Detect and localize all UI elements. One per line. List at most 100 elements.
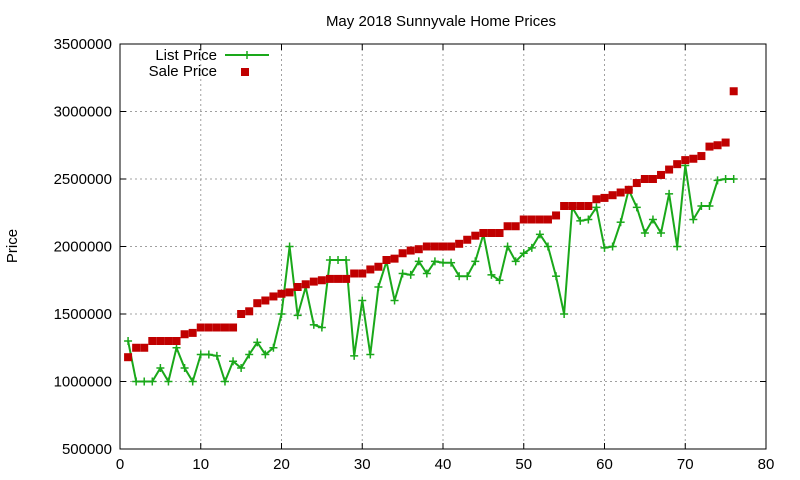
sale-price-point <box>301 280 310 289</box>
list-price-point <box>293 311 302 320</box>
y-tick-label: 3000000 <box>54 104 112 121</box>
list-price-point <box>657 229 666 237</box>
list-price-point <box>552 272 561 281</box>
sale-price-point <box>495 229 504 237</box>
list-price-point <box>204 350 213 359</box>
x-tick-label: 50 <box>515 456 532 473</box>
sale-price-point <box>608 191 617 200</box>
sale-price-point <box>269 292 278 301</box>
sale-price-point <box>334 274 343 283</box>
list-price-point <box>519 249 528 258</box>
list-price-point <box>140 377 149 386</box>
y-tick-label: 1000000 <box>54 374 112 391</box>
sale-price-point <box>463 235 472 244</box>
list-price-point <box>229 357 238 366</box>
list-price-point <box>180 364 189 372</box>
list-price-point <box>665 189 674 198</box>
sale-price-point <box>204 323 213 332</box>
legend-label-list-price: List Price <box>155 47 217 64</box>
sale-price-point <box>229 323 238 332</box>
axis-ticks <box>119 43 767 450</box>
list-price-point <box>430 257 439 266</box>
list-price-point <box>366 350 375 359</box>
sale-price-point <box>519 215 528 224</box>
list-price-point <box>406 270 415 279</box>
list-price-point <box>455 272 464 281</box>
list-price-line <box>127 165 734 385</box>
sale-price-point <box>665 165 674 174</box>
sale-price-point <box>543 215 552 224</box>
sale-price-point <box>471 231 480 240</box>
list-price-point <box>398 269 407 278</box>
sale-price-point <box>309 277 318 286</box>
sale-price-point <box>220 323 229 332</box>
sale-price-point <box>455 239 464 248</box>
list-price-point <box>261 350 270 359</box>
list-price-point <box>172 343 181 352</box>
list-price-point <box>705 202 714 210</box>
sale-price-point <box>568 202 577 210</box>
list-price-point <box>600 243 609 252</box>
sale-price-point <box>398 249 407 258</box>
y-axis-label: Price <box>4 229 21 263</box>
sale-price-point <box>374 262 383 271</box>
list-price-point <box>148 377 157 386</box>
sale-price-point <box>180 330 189 339</box>
list-price-point <box>487 270 496 279</box>
sale-price-point <box>584 202 593 210</box>
sale-price-point <box>705 142 714 151</box>
sale-price-point <box>237 310 246 318</box>
list-price-point <box>414 257 423 266</box>
y-tick-label: 1500000 <box>54 306 112 323</box>
legend-marker-sale-price <box>241 68 249 76</box>
sale-price-point <box>140 343 149 352</box>
x-tick-label: 20 <box>273 456 290 473</box>
sale-price-point <box>673 160 682 169</box>
y-axis-tick-labels: 500000 1000000 1500000 2000000 2500000 300000… <box>54 36 112 458</box>
sale-price-point <box>172 337 181 345</box>
list-price-point <box>608 242 617 251</box>
sale-price-point <box>721 138 730 147</box>
list-price-point <box>511 257 520 266</box>
sale-price-point <box>253 299 262 308</box>
sale-price-point <box>616 188 625 197</box>
list-price-point <box>632 203 641 212</box>
list-price-point <box>156 364 165 372</box>
x-tick-label: 40 <box>435 456 452 473</box>
sale-price-point <box>600 193 609 202</box>
x-tick-label: 0 <box>116 456 124 473</box>
sale-price-point <box>592 195 601 204</box>
sale-price-point <box>366 265 375 274</box>
list-price-point <box>237 364 246 372</box>
sale-price-point <box>657 170 666 179</box>
sale-price-point <box>648 175 657 183</box>
sale-price-point <box>487 229 496 237</box>
sale-price-point <box>535 215 544 224</box>
y-tick-label: 500000 <box>62 441 112 458</box>
y-tick-label: 3500000 <box>54 36 112 53</box>
list-price-point <box>584 215 593 224</box>
sale-price-point <box>681 156 690 165</box>
legend-marker-list-price <box>243 51 251 59</box>
x-tick-label: 70 <box>677 456 694 473</box>
sale-price-point <box>632 179 641 188</box>
list-price-point <box>269 343 278 352</box>
list-price-point <box>309 320 318 329</box>
sale-price-point <box>447 242 456 251</box>
list-price-point <box>317 323 326 332</box>
sale-price-point <box>277 289 286 298</box>
list-price-point <box>285 242 294 251</box>
list-price-point <box>463 272 472 281</box>
sale-price-point <box>245 307 254 316</box>
sale-price-point <box>640 175 649 183</box>
sale-price-point <box>576 202 585 210</box>
sale-price-point <box>285 288 294 297</box>
list-price-point <box>729 175 738 183</box>
list-price-point <box>124 337 133 345</box>
legend: List Price Sale Price <box>149 47 269 80</box>
sale-price-point <box>325 274 334 283</box>
sale-price-point <box>503 222 512 231</box>
list-price-point <box>616 218 625 227</box>
list-price-point <box>592 203 601 212</box>
